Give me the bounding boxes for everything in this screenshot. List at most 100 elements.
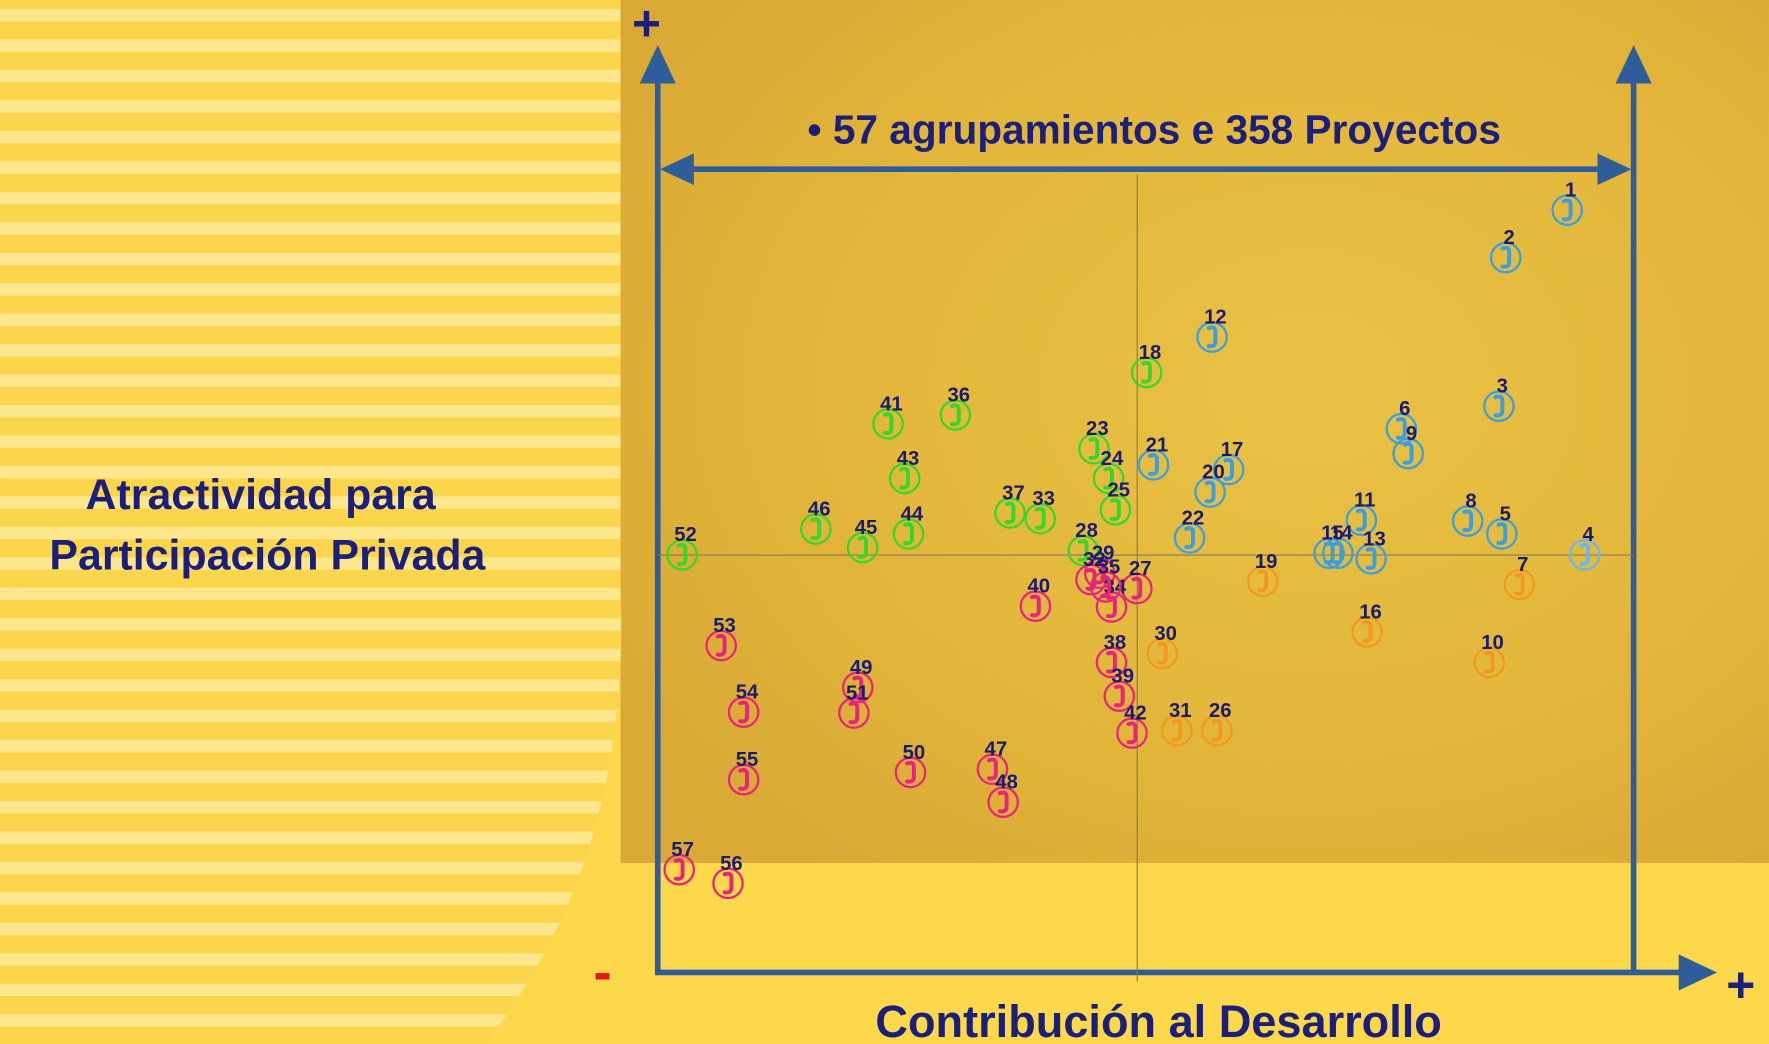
point bbox=[1078, 432, 1110, 465]
phone-icon bbox=[1106, 650, 1117, 674]
point-label: 33 bbox=[1032, 488, 1055, 510]
phone-icon bbox=[1077, 539, 1089, 562]
point bbox=[1486, 518, 1518, 550]
point bbox=[1351, 616, 1383, 648]
phone-icon bbox=[1206, 325, 1218, 349]
point bbox=[892, 518, 925, 550]
point bbox=[1503, 568, 1536, 601]
point bbox=[1313, 537, 1345, 569]
phone-icon bbox=[1156, 641, 1168, 665]
point-label: 30 bbox=[1154, 623, 1177, 645]
point-label: 21 bbox=[1146, 434, 1169, 456]
point-label: 35 bbox=[1098, 556, 1121, 578]
point bbox=[1196, 321, 1228, 353]
phone-icon bbox=[1100, 575, 1112, 599]
point bbox=[1392, 437, 1424, 470]
point-label: 51 bbox=[846, 682, 869, 704]
axes bbox=[654, 78, 1687, 976]
point bbox=[1212, 453, 1245, 486]
point-label: 27 bbox=[1129, 558, 1152, 580]
point-label: 47 bbox=[985, 739, 1008, 761]
point bbox=[663, 853, 696, 886]
point bbox=[1089, 571, 1122, 603]
axis-marker: - bbox=[593, 943, 611, 1003]
point-label: 3 bbox=[1497, 376, 1508, 398]
point bbox=[1451, 505, 1484, 537]
point-label: 19 bbox=[1255, 551, 1278, 573]
phone-icon bbox=[1184, 526, 1195, 550]
point-label: 25 bbox=[1108, 479, 1131, 501]
point bbox=[1194, 476, 1226, 508]
phone-icon bbox=[997, 790, 1009, 814]
point-label: 10 bbox=[1481, 632, 1504, 654]
point-label: 31 bbox=[1169, 700, 1192, 722]
y-axis-label: Atractividad para bbox=[86, 471, 437, 519]
phone-icon bbox=[848, 701, 860, 725]
point bbox=[987, 786, 1019, 818]
point-label: 38 bbox=[1104, 632, 1127, 654]
phone-icon bbox=[1126, 721, 1138, 745]
phone-icon bbox=[1257, 569, 1269, 593]
point-label: 17 bbox=[1221, 439, 1244, 461]
phone-icon bbox=[1030, 594, 1041, 618]
point-label: 2 bbox=[1503, 227, 1514, 249]
point-label: 37 bbox=[1002, 482, 1025, 504]
phone-icon bbox=[1204, 480, 1216, 504]
phone-icon bbox=[1171, 719, 1183, 742]
point bbox=[712, 867, 744, 900]
y-axis-label: Participación Privada bbox=[49, 532, 486, 580]
point bbox=[872, 408, 904, 440]
point-label: 12 bbox=[1204, 307, 1227, 329]
point bbox=[1483, 390, 1515, 422]
point-label: 43 bbox=[897, 448, 920, 470]
point-label: 5 bbox=[1500, 503, 1511, 525]
phone-icon bbox=[1402, 441, 1414, 465]
phone-icon bbox=[857, 535, 869, 559]
arrowhead bbox=[1615, 45, 1652, 84]
point bbox=[727, 696, 760, 729]
point bbox=[1084, 557, 1116, 590]
point-label: 32 bbox=[1083, 549, 1106, 571]
point bbox=[841, 671, 874, 704]
phone-icon bbox=[738, 768, 749, 791]
phone-icon bbox=[905, 760, 916, 784]
phone-icon bbox=[1131, 576, 1143, 600]
arrowheads bbox=[639, 45, 1718, 991]
point bbox=[1075, 563, 1107, 596]
point bbox=[939, 399, 972, 431]
phone-icon bbox=[950, 403, 961, 427]
point-label: 26 bbox=[1209, 700, 1232, 722]
point-label: 4 bbox=[1583, 524, 1595, 546]
point-label: 42 bbox=[1124, 703, 1147, 725]
point bbox=[838, 697, 870, 729]
point-label: 29 bbox=[1092, 543, 1115, 565]
point bbox=[1099, 494, 1132, 526]
arrowhead bbox=[659, 153, 694, 186]
corner-shape bbox=[0, 586, 622, 1044]
point bbox=[1246, 565, 1279, 598]
phone-icon bbox=[810, 517, 822, 541]
bottom-band bbox=[620, 863, 1769, 1044]
point-label: 15 bbox=[1321, 523, 1344, 545]
phone-icon bbox=[1395, 417, 1407, 440]
phone-icon bbox=[1004, 501, 1016, 525]
point-label: 8 bbox=[1465, 491, 1476, 513]
point-label: 49 bbox=[850, 657, 873, 679]
arrowhead bbox=[1678, 954, 1718, 991]
point-label: 44 bbox=[901, 503, 924, 525]
phone-icon bbox=[1514, 572, 1525, 596]
phone-icon bbox=[1500, 245, 1512, 269]
point bbox=[1092, 462, 1125, 495]
point bbox=[666, 538, 698, 571]
point-label: 9 bbox=[1406, 423, 1417, 445]
phone-icon bbox=[1223, 458, 1234, 481]
point-label: 52 bbox=[674, 524, 697, 546]
point bbox=[1161, 714, 1193, 747]
point-label: 55 bbox=[736, 749, 759, 771]
point bbox=[727, 763, 760, 796]
point-label: 1 bbox=[1565, 180, 1576, 202]
point-label: 23 bbox=[1086, 418, 1109, 440]
phone-icon bbox=[1483, 650, 1495, 674]
point-label: 18 bbox=[1139, 342, 1162, 364]
